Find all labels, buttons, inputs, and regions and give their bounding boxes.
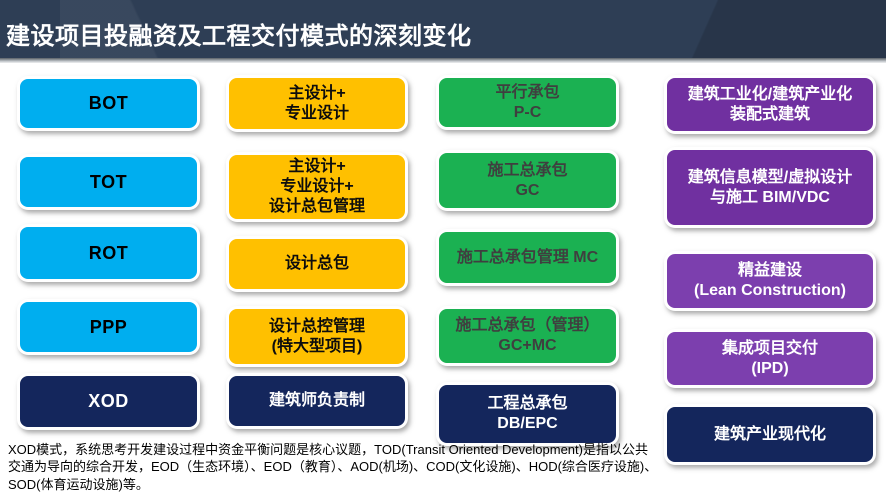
box-management-contracting: 施工总承包管理 MC	[436, 229, 619, 286]
header-light-decoration	[60, 0, 280, 58]
box-db-epc: 工程总承包 DB/EPC	[436, 382, 619, 446]
slide-title: 建设项目投融资及工程交付模式的深刻变化	[6, 23, 472, 50]
header-divider	[0, 58, 886, 63]
box-parallel-contracting: 平行承包 P-C	[436, 75, 619, 130]
box-ppp: PPP	[17, 299, 200, 355]
box-industry-modernization: 建筑产业现代化	[664, 404, 876, 465]
box-bot: BOT	[17, 76, 200, 131]
box-industrialized-building: 建筑工业化/建筑产业化 装配式建筑	[664, 75, 876, 134]
slide-header: 建设项目投融资及工程交付模式的深刻变化	[0, 0, 886, 58]
box-tot: TOT	[17, 154, 200, 210]
box-general-contracting: 施工总承包 GC	[436, 150, 619, 211]
footnote: XOD模式，系统思考开发建设过程中资金平衡问题是核心议题，TOD(Transit…	[8, 442, 658, 492]
box-bim-vdc: 建筑信息模型/虚拟设计 与施工 BIM/VDC	[664, 147, 876, 228]
box-design-epc-management: 主设计+ 专业设计+ 设计总包管理	[226, 152, 408, 222]
box-architect-responsibility: 建筑师负责制	[226, 373, 408, 429]
box-xod: XOD	[17, 373, 200, 430]
box-rot: ROT	[17, 224, 200, 282]
box-lean-construction: 精益建设 (Lean Construction)	[664, 251, 876, 311]
box-gc-plus-mc: 施工总承包（管理） GC+MC	[436, 306, 619, 366]
header-diagonal-decoration	[526, 0, 886, 58]
box-ipd: 集成项目交付 (IPD)	[664, 329, 876, 388]
box-design-master-control: 设计总控管理 (特大型项目)	[226, 306, 408, 367]
box-primary-design: 主设计+ 专业设计	[226, 75, 408, 132]
box-design-general-contract: 设计总包	[226, 236, 408, 292]
